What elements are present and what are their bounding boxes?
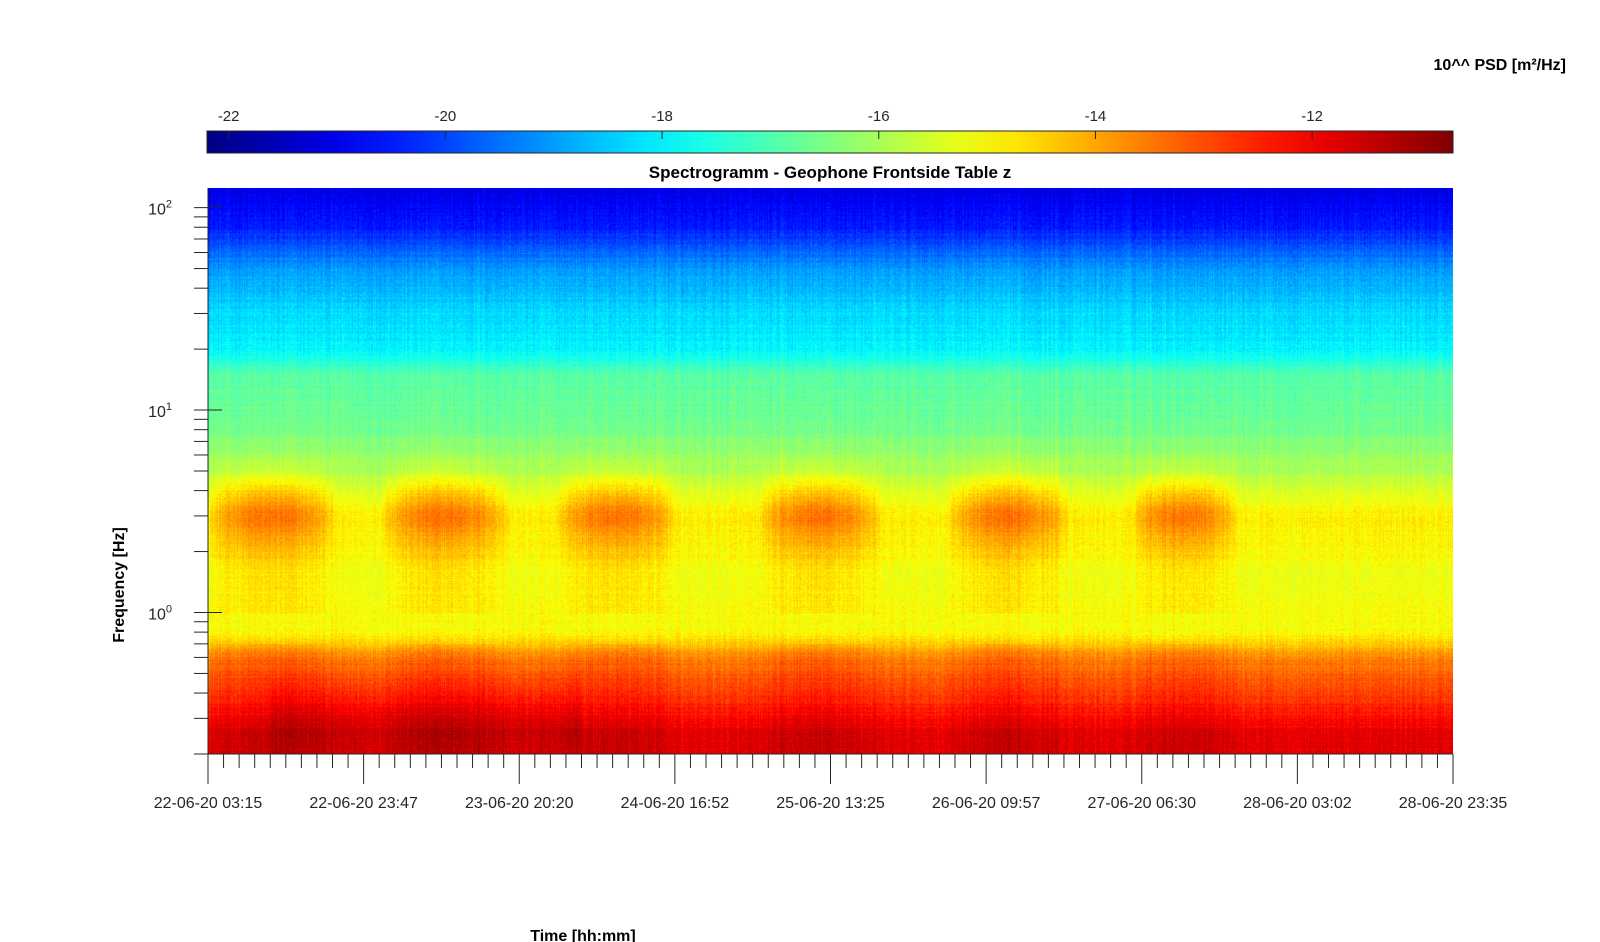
- colorbar-tick-label: -14: [1085, 108, 1107, 125]
- x-tick-label: 22-06-20 23:47: [309, 795, 418, 812]
- colorbar-tick-label: -12: [1301, 108, 1323, 125]
- colorbar-tick-label: -20: [435, 108, 457, 125]
- spectrogram-heatmap: [208, 188, 1453, 754]
- colorbar-tick-label: -22: [218, 108, 240, 125]
- x-tick-label: 22-06-20 03:15: [154, 795, 263, 812]
- colorbar-gradient: [206, 130, 1454, 154]
- colorbar-tick-label: -16: [868, 108, 890, 125]
- x-axis-label: Time [hh:mm]: [530, 928, 635, 942]
- spectrogram-area: [208, 188, 1453, 754]
- x-tick-label: 24-06-20 16:52: [621, 795, 730, 812]
- x-tick-label: 28-06-20 03:02: [1243, 795, 1352, 812]
- x-tick-label: 28-06-20 23:35: [1399, 795, 1508, 812]
- x-tick-label: 23-06-20 20:20: [465, 795, 574, 812]
- y-tick-label: 101: [148, 401, 172, 421]
- colorbar: -22 -20 -18 -16 -14 -12: [206, 108, 1454, 154]
- x-tick-label: 26-06-20 09:57: [932, 795, 1041, 812]
- colorbar-tick-label: -18: [651, 108, 673, 125]
- colorbar-ticks: -22 -20 -18 -16 -14 -12: [218, 108, 1323, 139]
- y-axis: 102 101 100: [148, 188, 222, 755]
- colorbar-label: 10^^ PSD [m²/Hz]: [1434, 57, 1566, 74]
- y-tick-label: 102: [148, 199, 172, 219]
- y-tick-label: 100: [148, 604, 172, 624]
- chart-title: Spectrogramm - Geophone Frontside Table …: [649, 163, 1011, 182]
- y-axis-label: Frequency [Hz]: [111, 527, 128, 643]
- x-axis: 22-06-20 03:15 22-06-20 23:47 23-06-20 20:…: [154, 753, 1508, 812]
- x-tick-label: 27-06-20 06:30: [1087, 795, 1196, 812]
- x-tick-label: 25-06-20 13:25: [776, 795, 885, 812]
